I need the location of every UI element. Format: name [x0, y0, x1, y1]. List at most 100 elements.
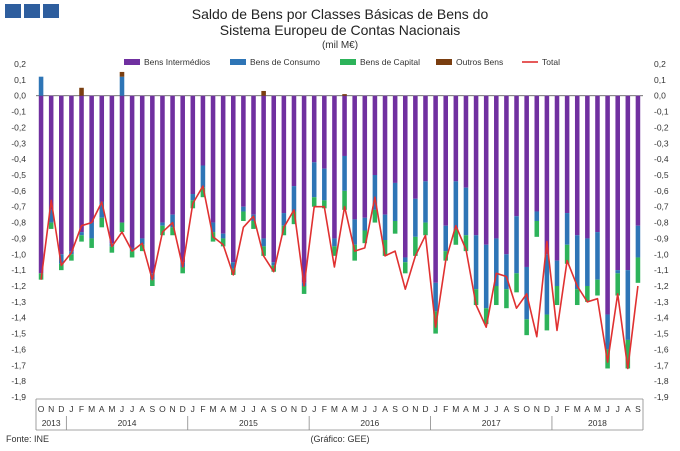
bar-intermedios	[372, 95, 378, 175]
chart-title-line2: Sistema Europeu de Contas Nacionais	[219, 22, 461, 38]
bar-capital	[554, 286, 560, 306]
x-tick-month: J	[312, 404, 316, 414]
legend-swatch-consumo	[230, 59, 246, 65]
bar-consumo	[241, 206, 246, 212]
x-tick-year: 2018	[588, 418, 607, 428]
bar-capital	[514, 273, 519, 293]
x-tick-month: O	[523, 404, 530, 414]
legend-label-capital: Bens de Capital	[360, 57, 420, 67]
x-tick-month: N	[48, 404, 54, 414]
bar-capital	[564, 244, 570, 264]
bar-intermedios	[483, 95, 489, 245]
bar-intermedios	[109, 95, 115, 244]
bar-capital	[524, 319, 529, 336]
bar-capital	[291, 211, 297, 225]
bar-intermedios	[504, 95, 509, 255]
y-tick-label-right: -1,7	[654, 360, 669, 370]
bar-intermedios	[210, 95, 216, 223]
y-tick-label-left: 0,0	[14, 91, 26, 101]
x-tick-year: 2015	[239, 418, 258, 428]
x-tick-month: A	[463, 404, 469, 414]
x-tick-month: A	[504, 404, 510, 414]
bar-consumo	[443, 225, 449, 252]
chart-title-line1: Saldo de Bens por Classes Básicas de Ben…	[191, 6, 489, 22]
bar-consumo	[635, 225, 641, 258]
bar-capital	[311, 197, 317, 207]
y-tick-label-left: -0,2	[11, 122, 26, 132]
bar-intermedios	[514, 95, 519, 217]
bar-intermedios	[69, 95, 74, 252]
bar-intermedios	[595, 95, 600, 233]
bar-consumo	[433, 282, 438, 312]
bar-consumo	[311, 162, 317, 198]
x-tick-month: M	[574, 404, 581, 414]
x-tick-month: A	[99, 404, 105, 414]
bar-intermedios	[605, 95, 610, 315]
x-tick-month: J	[69, 404, 73, 414]
bar-consumo	[220, 233, 226, 239]
x-tick-month: J	[555, 404, 559, 414]
y-tick-label-left: -1,7	[11, 360, 26, 370]
bar-consumo	[271, 262, 277, 266]
x-tick-month: F	[322, 404, 327, 414]
bar-consumo	[392, 182, 398, 221]
bar-outros	[119, 71, 125, 77]
x-tick-month: O	[402, 404, 409, 414]
bar-consumo	[504, 254, 509, 290]
bar-consumo	[170, 214, 175, 228]
y-tick-label-right: -0,9	[654, 233, 669, 243]
x-tick-year: 2013	[42, 418, 61, 428]
bar-consumo	[473, 235, 479, 290]
bar-capital	[99, 217, 105, 228]
bar-capital	[170, 227, 175, 236]
bar-capital	[352, 244, 357, 261]
legend-label-outros: Outros Bens	[456, 57, 503, 67]
bar-capital	[109, 246, 115, 253]
bar-intermedios	[200, 95, 206, 166]
x-tick-month: J	[433, 404, 437, 414]
bar-intermedios	[220, 95, 226, 234]
bar-intermedios	[635, 95, 641, 226]
bar-intermedios	[625, 95, 631, 271]
bar-capital	[625, 339, 631, 369]
x-tick-month: J	[191, 404, 195, 414]
bar-consumo	[59, 254, 64, 264]
bar-intermedios	[564, 95, 570, 214]
x-tick-month: M	[473, 404, 480, 414]
y-tick-label-left: -1,6	[11, 344, 26, 354]
y-tick-label-left: -0,9	[11, 233, 26, 243]
bar-capital	[483, 308, 489, 325]
y-tick-label-left: -0,4	[11, 154, 26, 164]
bar-intermedios	[615, 95, 620, 271]
bar-outros	[342, 94, 347, 96]
bar-consumo	[514, 216, 519, 274]
bar-intermedios	[473, 95, 479, 236]
y-tick-label-left: -1,3	[11, 297, 26, 307]
bar-capital	[473, 289, 479, 306]
bar-capital	[635, 257, 641, 283]
y-tick-label-right: -0,4	[654, 154, 669, 164]
bar-intermedios	[342, 95, 347, 156]
x-tick-year: 2016	[360, 418, 379, 428]
bar-consumo	[281, 213, 287, 226]
y-tick-label-right: -0,7	[654, 202, 669, 212]
legend-swatch-intermedios	[124, 59, 140, 65]
chart-unit: (mil M€)	[321, 40, 359, 51]
x-tick-month: D	[58, 404, 64, 414]
x-tick-month: D	[301, 404, 307, 414]
x-tick-month: M	[88, 404, 95, 414]
y-tick-label-right: -1,3	[654, 297, 669, 307]
bar-capital	[595, 279, 600, 296]
bar-consumo	[574, 235, 580, 290]
bar-intermedios	[261, 95, 266, 239]
bar-consumo	[494, 238, 499, 286]
bar-intermedios	[352, 95, 357, 220]
bar-intermedios	[413, 95, 418, 199]
bar-consumo	[554, 260, 560, 286]
bar-intermedios	[524, 95, 529, 267]
x-tick-month: M	[452, 404, 459, 414]
bar-capital	[180, 266, 185, 274]
bar-capital	[504, 289, 509, 309]
bar-intermedios	[585, 95, 590, 239]
